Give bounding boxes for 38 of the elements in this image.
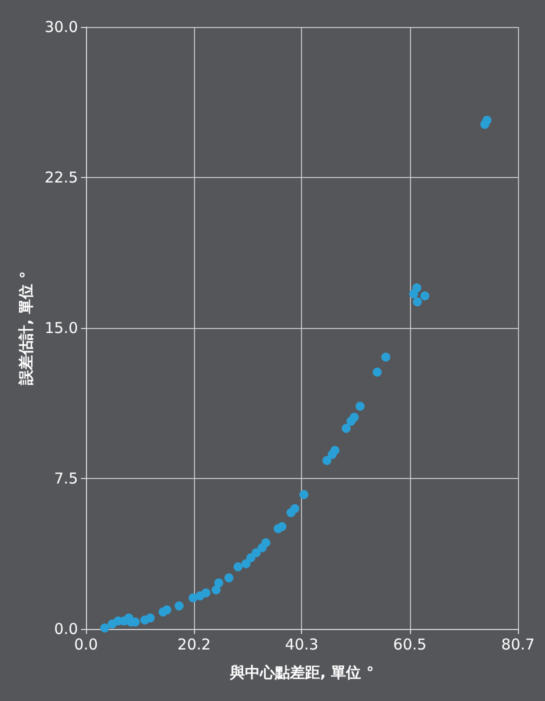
point — [482, 116, 492, 125]
y-tick-label: 0.0 — [54, 620, 78, 638]
point — [234, 562, 243, 572]
point — [201, 588, 210, 598]
point — [100, 624, 110, 632]
point — [212, 585, 221, 594]
point — [409, 289, 418, 298]
point — [242, 559, 251, 568]
point — [330, 446, 340, 455]
point — [412, 297, 422, 306]
point — [290, 504, 300, 514]
point — [381, 352, 390, 362]
y-tick-label: 22.5 — [44, 168, 78, 186]
point — [322, 456, 332, 465]
point — [342, 424, 351, 433]
point — [299, 490, 308, 500]
point — [174, 601, 184, 610]
x-tick-label: 20.2 — [177, 636, 211, 654]
y-tick-label: 15.0 — [44, 319, 78, 337]
point — [261, 538, 270, 548]
x-tick-label: 40.3 — [285, 636, 318, 654]
point — [224, 573, 234, 582]
point — [350, 412, 359, 422]
y-tick-label: 30.0 — [44, 18, 78, 36]
point — [356, 402, 365, 411]
x-tick-label: 80.7 — [501, 636, 535, 654]
point — [277, 522, 286, 532]
point — [146, 613, 155, 622]
point — [214, 578, 224, 588]
point — [162, 605, 172, 614]
y-tick-label: 7.5 — [54, 470, 78, 488]
x-axis-title: 與中心點差距, 單位 ° — [229, 664, 374, 682]
point — [372, 368, 382, 377]
y-axis-title: 誤差估計, 單位 ° — [17, 271, 36, 386]
x-tick-label: 60.5 — [393, 636, 427, 654]
point — [420, 291, 430, 300]
x-tick-label: 0.0 — [74, 636, 98, 654]
point — [252, 548, 261, 558]
